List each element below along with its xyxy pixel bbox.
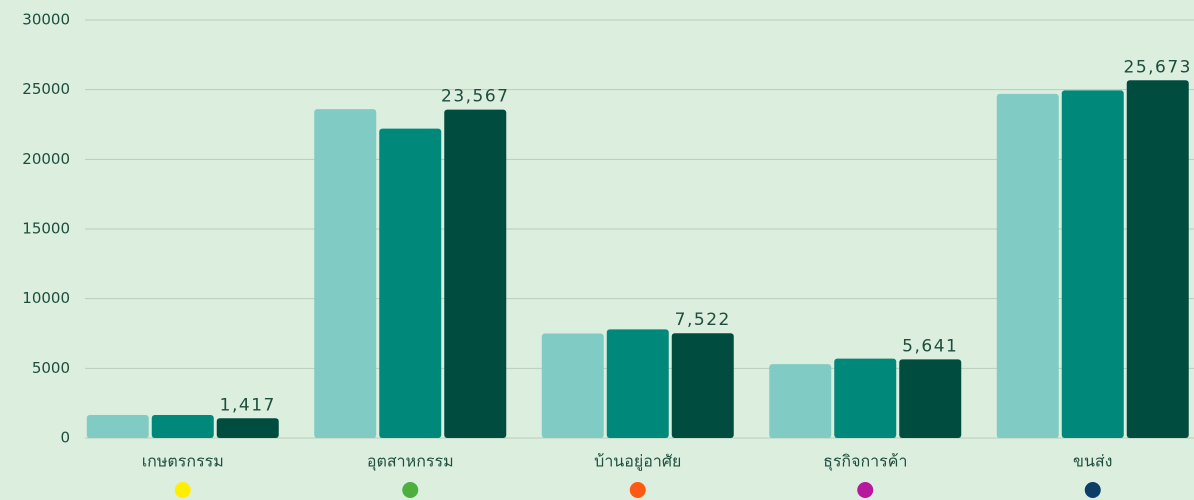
bar (834, 358, 897, 438)
bar (151, 415, 214, 438)
bar (996, 93, 1059, 438)
bar (86, 415, 149, 438)
y-tick-label: 5000 (32, 359, 70, 377)
value-label: 23,567 (441, 87, 509, 107)
bar (379, 128, 442, 438)
x-tick-label: ธุรกิจการค้า (823, 452, 907, 472)
y-tick-label: 0 (60, 429, 70, 447)
x-tick-label: อุตสาหกรรม (367, 452, 454, 472)
category-dot (402, 482, 419, 498)
category-dot (174, 482, 191, 498)
y-tick-label: 30000 (22, 11, 70, 29)
value-label: 1,417 (220, 395, 276, 415)
x-tick-label: บ้านอยู่อาศัย (594, 452, 681, 472)
bar (769, 364, 832, 438)
bar (1061, 90, 1124, 438)
bar (1126, 80, 1189, 438)
value-label: 5,641 (902, 336, 958, 356)
y-tick-label: 15000 (22, 220, 70, 238)
x-tick-label: ขนส่ง (1073, 452, 1112, 471)
bar (314, 109, 377, 438)
category-dot (629, 482, 646, 498)
y-tick-label: 10000 (22, 289, 70, 307)
bar (899, 359, 962, 438)
bar (671, 333, 734, 438)
y-tick-label: 20000 (22, 150, 70, 168)
x-tick-label: เกษตรกรรม (142, 452, 224, 471)
bar (216, 418, 279, 438)
value-label: 7,522 (675, 310, 731, 330)
bar (541, 333, 604, 438)
y-tick-label: 25000 (22, 80, 70, 98)
bar (606, 329, 669, 438)
category-dot (857, 482, 874, 498)
bar (444, 109, 507, 439)
value-label: 25,673 (1124, 57, 1192, 77)
category-dot (1084, 482, 1101, 498)
